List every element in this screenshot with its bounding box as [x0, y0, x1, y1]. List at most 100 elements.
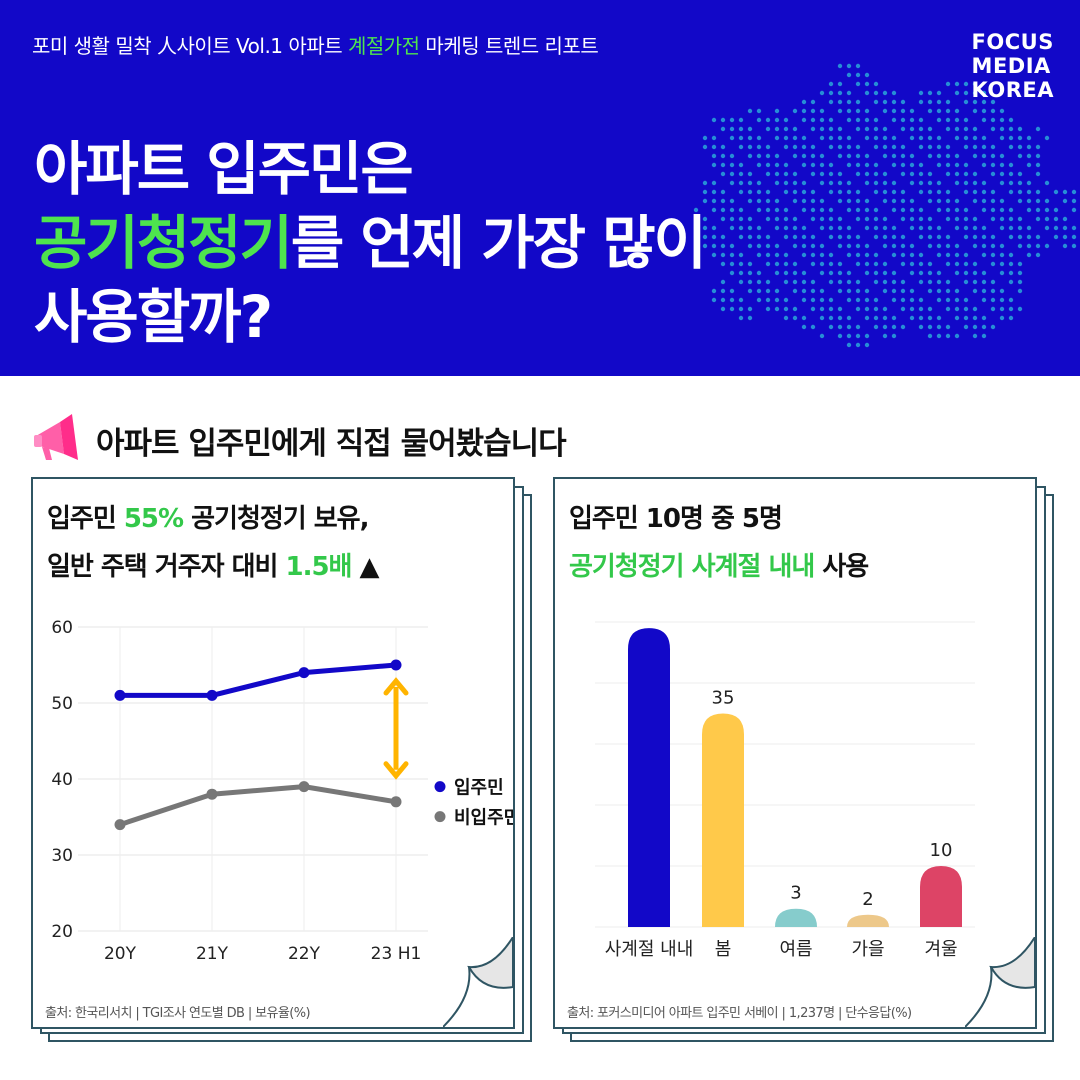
map-dot	[990, 261, 996, 267]
map-dot	[1053, 234, 1059, 240]
map-dot	[846, 243, 852, 249]
map-dot	[1008, 189, 1014, 195]
map-dot	[1008, 126, 1014, 132]
map-dot	[810, 171, 816, 177]
map-dot	[828, 261, 834, 267]
map-dot	[954, 261, 960, 267]
map-dot	[711, 207, 717, 213]
map-dot	[828, 171, 834, 177]
map-dot	[738, 270, 744, 276]
map-dot	[855, 243, 861, 249]
map-dot	[882, 279, 888, 285]
map-dot	[720, 306, 726, 312]
map-dot	[999, 306, 1005, 312]
map-dot	[801, 252, 807, 258]
map-dot	[810, 261, 816, 267]
map-dot	[864, 108, 870, 114]
x-tick-label: 21Y	[196, 944, 229, 964]
map-dot	[738, 225, 744, 231]
map-dot	[801, 108, 807, 114]
map-dot	[999, 288, 1005, 294]
map-dot	[864, 171, 870, 177]
map-dot	[954, 117, 960, 123]
map-dot	[981, 99, 987, 105]
map-dot	[972, 270, 978, 276]
data-point	[206, 788, 218, 800]
map-dot	[801, 153, 807, 159]
map-dot	[774, 216, 780, 222]
bar	[847, 914, 889, 927]
map-dot	[936, 324, 942, 330]
map-dot	[855, 279, 861, 285]
map-dot	[729, 117, 735, 123]
map-dot	[1017, 216, 1023, 222]
map-dot	[1008, 144, 1014, 150]
map-dot	[873, 234, 879, 240]
data-point	[206, 689, 218, 701]
map-dot	[1017, 171, 1023, 177]
map-dot	[1026, 207, 1032, 213]
legend-marker	[434, 781, 446, 793]
map-dot	[927, 216, 933, 222]
map-dot	[918, 216, 924, 222]
map-dot	[900, 324, 906, 330]
map-dot	[873, 117, 879, 123]
map-dot	[819, 243, 825, 249]
map-dot	[864, 252, 870, 258]
map-dot	[936, 198, 942, 204]
map-dot	[837, 171, 843, 177]
header-banner: 포미 생활 밀착 人사이트 Vol.1 아파트 계절가전 마케팅 트렌드 리포트…	[0, 0, 1080, 376]
map-dot	[819, 288, 825, 294]
map-dot	[756, 144, 762, 150]
map-dot	[981, 225, 987, 231]
series-suffix: 마케팅 트렌드 리포트	[419, 34, 599, 58]
data-point	[390, 659, 402, 671]
map-dot	[972, 261, 978, 267]
map-dot	[774, 171, 780, 177]
data-point	[298, 667, 310, 679]
map-dot	[720, 252, 726, 258]
map-dot	[747, 243, 753, 249]
map-dot	[864, 306, 870, 312]
map-dot	[900, 198, 906, 204]
map-dot	[774, 126, 780, 132]
map-dot	[711, 153, 717, 159]
map-dot	[792, 144, 798, 150]
map-dot	[918, 252, 924, 258]
map-dot	[747, 126, 753, 132]
map-dot	[711, 180, 717, 186]
map-dot	[981, 252, 987, 258]
map-dot	[702, 189, 708, 195]
legend-label: 입주민	[454, 777, 504, 799]
map-dot	[981, 324, 987, 330]
map-dot	[810, 162, 816, 168]
map-dot	[927, 99, 933, 105]
map-dot	[882, 135, 888, 141]
map-dot	[819, 90, 825, 96]
map-dot	[909, 153, 915, 159]
right-source-note: 출처: 포커스미디어 아파트 입주민 서베이 | 1,237명 | 단수응답(%…	[567, 1006, 912, 1021]
map-dot	[864, 72, 870, 78]
map-dot	[702, 135, 708, 141]
map-dot	[693, 216, 699, 222]
map-dot	[1008, 270, 1014, 276]
map-dot	[918, 189, 924, 195]
map-dot	[774, 270, 780, 276]
map-dot	[756, 243, 762, 249]
map-dot	[747, 306, 753, 312]
map-dot	[891, 324, 897, 330]
map-dot	[963, 225, 969, 231]
map-dot	[1017, 135, 1023, 141]
map-dot	[837, 135, 843, 141]
map-dot	[783, 207, 789, 213]
map-dot	[837, 225, 843, 231]
map-dot	[1071, 198, 1077, 204]
map-dot	[1008, 279, 1014, 285]
map-dot	[1008, 171, 1014, 177]
map-dot	[882, 99, 888, 105]
map-dot	[1035, 189, 1041, 195]
map-dot	[954, 216, 960, 222]
map-dot	[882, 243, 888, 249]
map-dot	[846, 117, 852, 123]
map-dot	[801, 234, 807, 240]
